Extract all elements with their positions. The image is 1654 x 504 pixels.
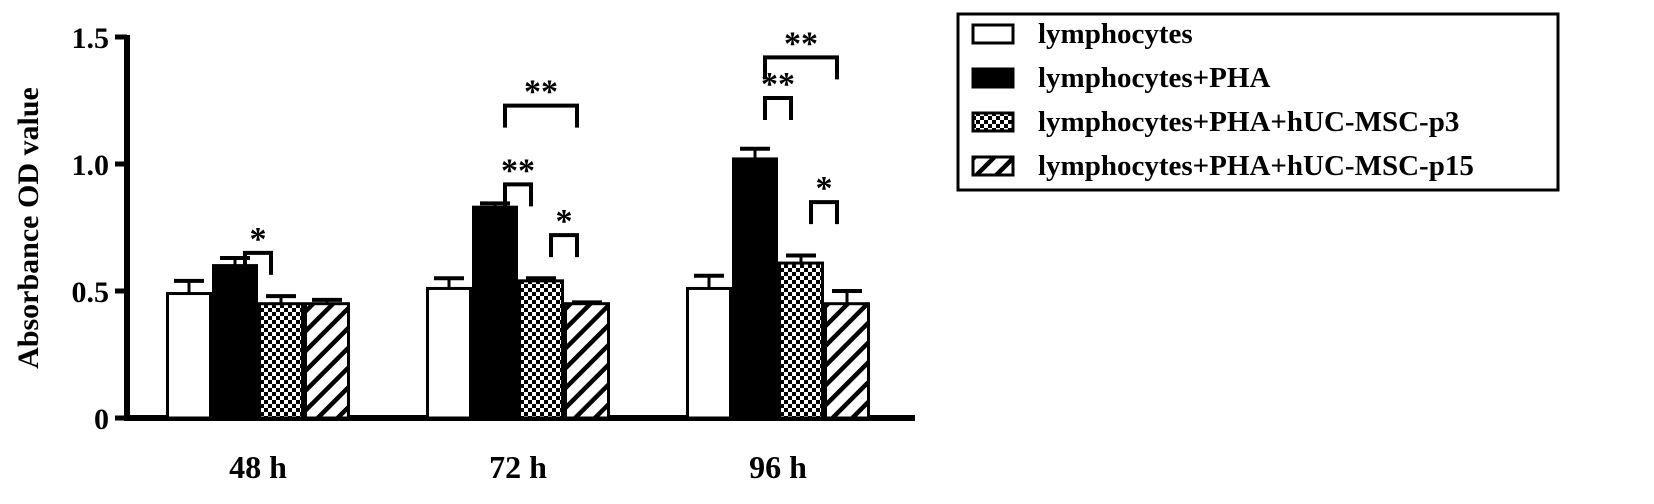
legend-label: lymphocytes+PHA [1038,62,1270,94]
legend-swatch-lymphocytes [971,23,1015,45]
significance-label: ** [784,25,818,62]
legend: lymphocytes lymphocytes+PHA lymphocytes+PH… [956,12,1560,192]
x-tick-label: 48 h [229,449,287,485]
legend-swatch-lymphocytes-pha [971,67,1015,89]
significance-label: * [250,221,267,258]
y-tick-label: 0.5 [72,276,110,309]
y-tick-label: 0 [94,403,109,436]
bar-lymphocytes-pha-72-h [472,205,518,420]
significance-bracket [503,182,533,207]
significance-bracket [549,233,579,258]
significance-bracket [763,95,793,120]
x-tick-label: 96 h [749,449,807,485]
legend-swatch-lymphocytes-pha-huc-msc-p3 [971,111,1015,133]
bar-lymphocytes-72-h [426,286,472,420]
legend-label: lymphocytes+PHA+hUC-MSC-p15 [1038,150,1474,182]
bar-lymphocytes-pha-huc-msc-p15-96-h [824,302,870,420]
bar-marks: 48 h 72 h 96 h [166,146,870,485]
legend-label: lymphocytes [1038,18,1193,50]
bar-lymphocytes-pha-huc-msc-p3-48-h [258,302,304,420]
significance-label: ** [501,152,535,189]
significance-bracket [243,250,273,275]
bar-lymphocytes-96-h [686,286,732,420]
x-tick-label: 72 h [489,449,547,485]
y-tick-label: 1.0 [72,149,110,182]
bar-lymphocytes-pha-48-h [212,264,258,420]
bar-lymphocytes-pha-96-h [732,157,778,420]
bar-lymphocytes-pha-huc-msc-p3-72-h [518,279,564,420]
significance-brackets: *********** [243,25,839,275]
bar-lymphocytes-pha-huc-msc-p3-96-h [778,261,824,420]
y-axis-label: Absorbance OD value [12,87,45,369]
legend-frame [956,12,1560,192]
significance-bracket [503,103,579,128]
legend-label: lymphocytes+PHA+hUC-MSC-p3 [1038,106,1459,138]
bar-lymphocytes-pha-huc-msc-p15-72-h [564,302,610,420]
bar-lymphocytes-pha-huc-msc-p15-48-h [304,302,350,420]
significance-label: * [816,170,833,207]
significance-label: * [556,203,573,240]
significance-label: ** [524,74,558,111]
legend-swatch-lymphocytes-pha-huc-msc-p15 [971,155,1015,177]
y-tick-label: 1.5 [72,22,110,55]
bar-lymphocytes-48-h [166,292,212,420]
significance-bracket [809,200,839,225]
significance-bracket [763,55,839,80]
